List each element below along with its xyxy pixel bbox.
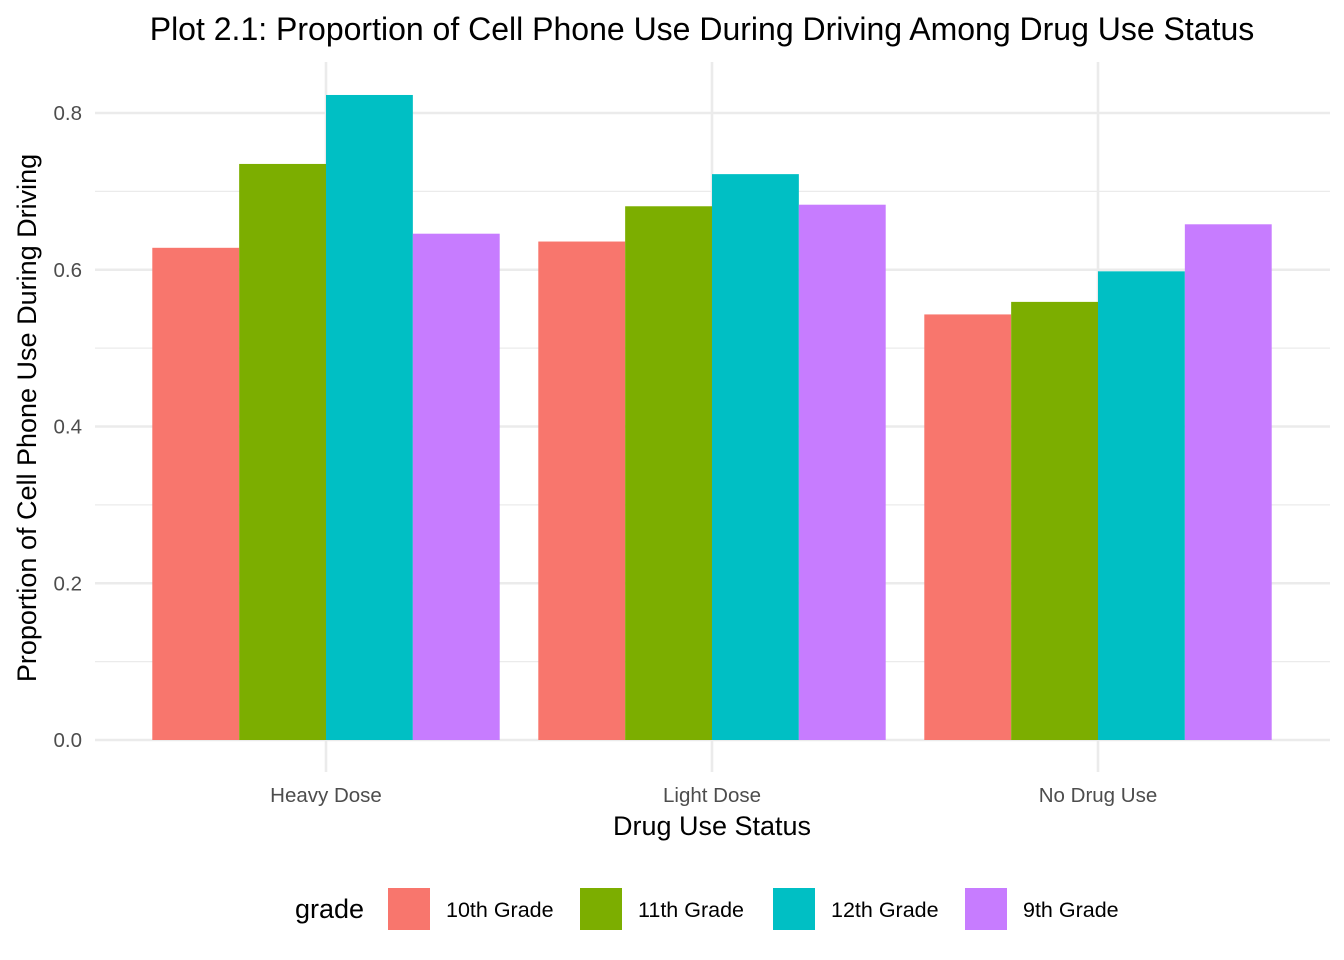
bar bbox=[625, 206, 712, 741]
bar bbox=[1184, 224, 1272, 741]
legend-title: grade bbox=[295, 894, 364, 924]
y-tick-label: 0.2 bbox=[54, 572, 83, 595]
bar bbox=[712, 174, 799, 740]
legend-label: 12th Grade bbox=[831, 898, 939, 922]
y-tick-label: 0.0 bbox=[54, 729, 83, 752]
bar bbox=[1098, 271, 1185, 740]
y-axis-title: Proportion of Cell Phone Use During Driv… bbox=[12, 154, 42, 682]
y-tick-label: 0.8 bbox=[54, 102, 83, 125]
chart-title: Plot 2.1: Proportion of Cell Phone Use D… bbox=[150, 11, 1255, 47]
y-tick-label: 0.4 bbox=[54, 416, 83, 439]
bar bbox=[924, 314, 1012, 740]
legend-label: 11th Grade bbox=[638, 898, 744, 922]
x-tick-label: Light Dose bbox=[663, 784, 761, 807]
y-tick-label: 0.6 bbox=[54, 259, 83, 282]
y-axis-ticks: 0.0 0.2 0.4 0.6 0.8 bbox=[54, 102, 83, 752]
x-axis-ticks: Heavy Dose Light Dose No Drug Use bbox=[270, 784, 1157, 807]
bar bbox=[152, 247, 240, 740]
x-axis-title: Drug Use Status bbox=[613, 811, 811, 841]
legend-key bbox=[965, 888, 1007, 930]
x-tick-label: No Drug Use bbox=[1039, 784, 1158, 807]
legend-key bbox=[773, 888, 815, 930]
bar bbox=[538, 241, 626, 740]
bar bbox=[326, 94, 413, 740]
legend-label: 10th Grade bbox=[446, 898, 554, 922]
legend-label: 9th Grade bbox=[1023, 898, 1119, 922]
x-tick-label: Heavy Dose bbox=[270, 784, 382, 807]
bar bbox=[798, 204, 886, 741]
bar bbox=[412, 233, 500, 740]
legend-key bbox=[580, 888, 622, 930]
legend-key bbox=[388, 888, 430, 930]
bar bbox=[1011, 301, 1098, 740]
bars bbox=[152, 94, 1272, 741]
legend: grade 10th Grade 11th Grade 12th Grade 9th … bbox=[295, 888, 1119, 930]
bar bbox=[239, 163, 326, 741]
